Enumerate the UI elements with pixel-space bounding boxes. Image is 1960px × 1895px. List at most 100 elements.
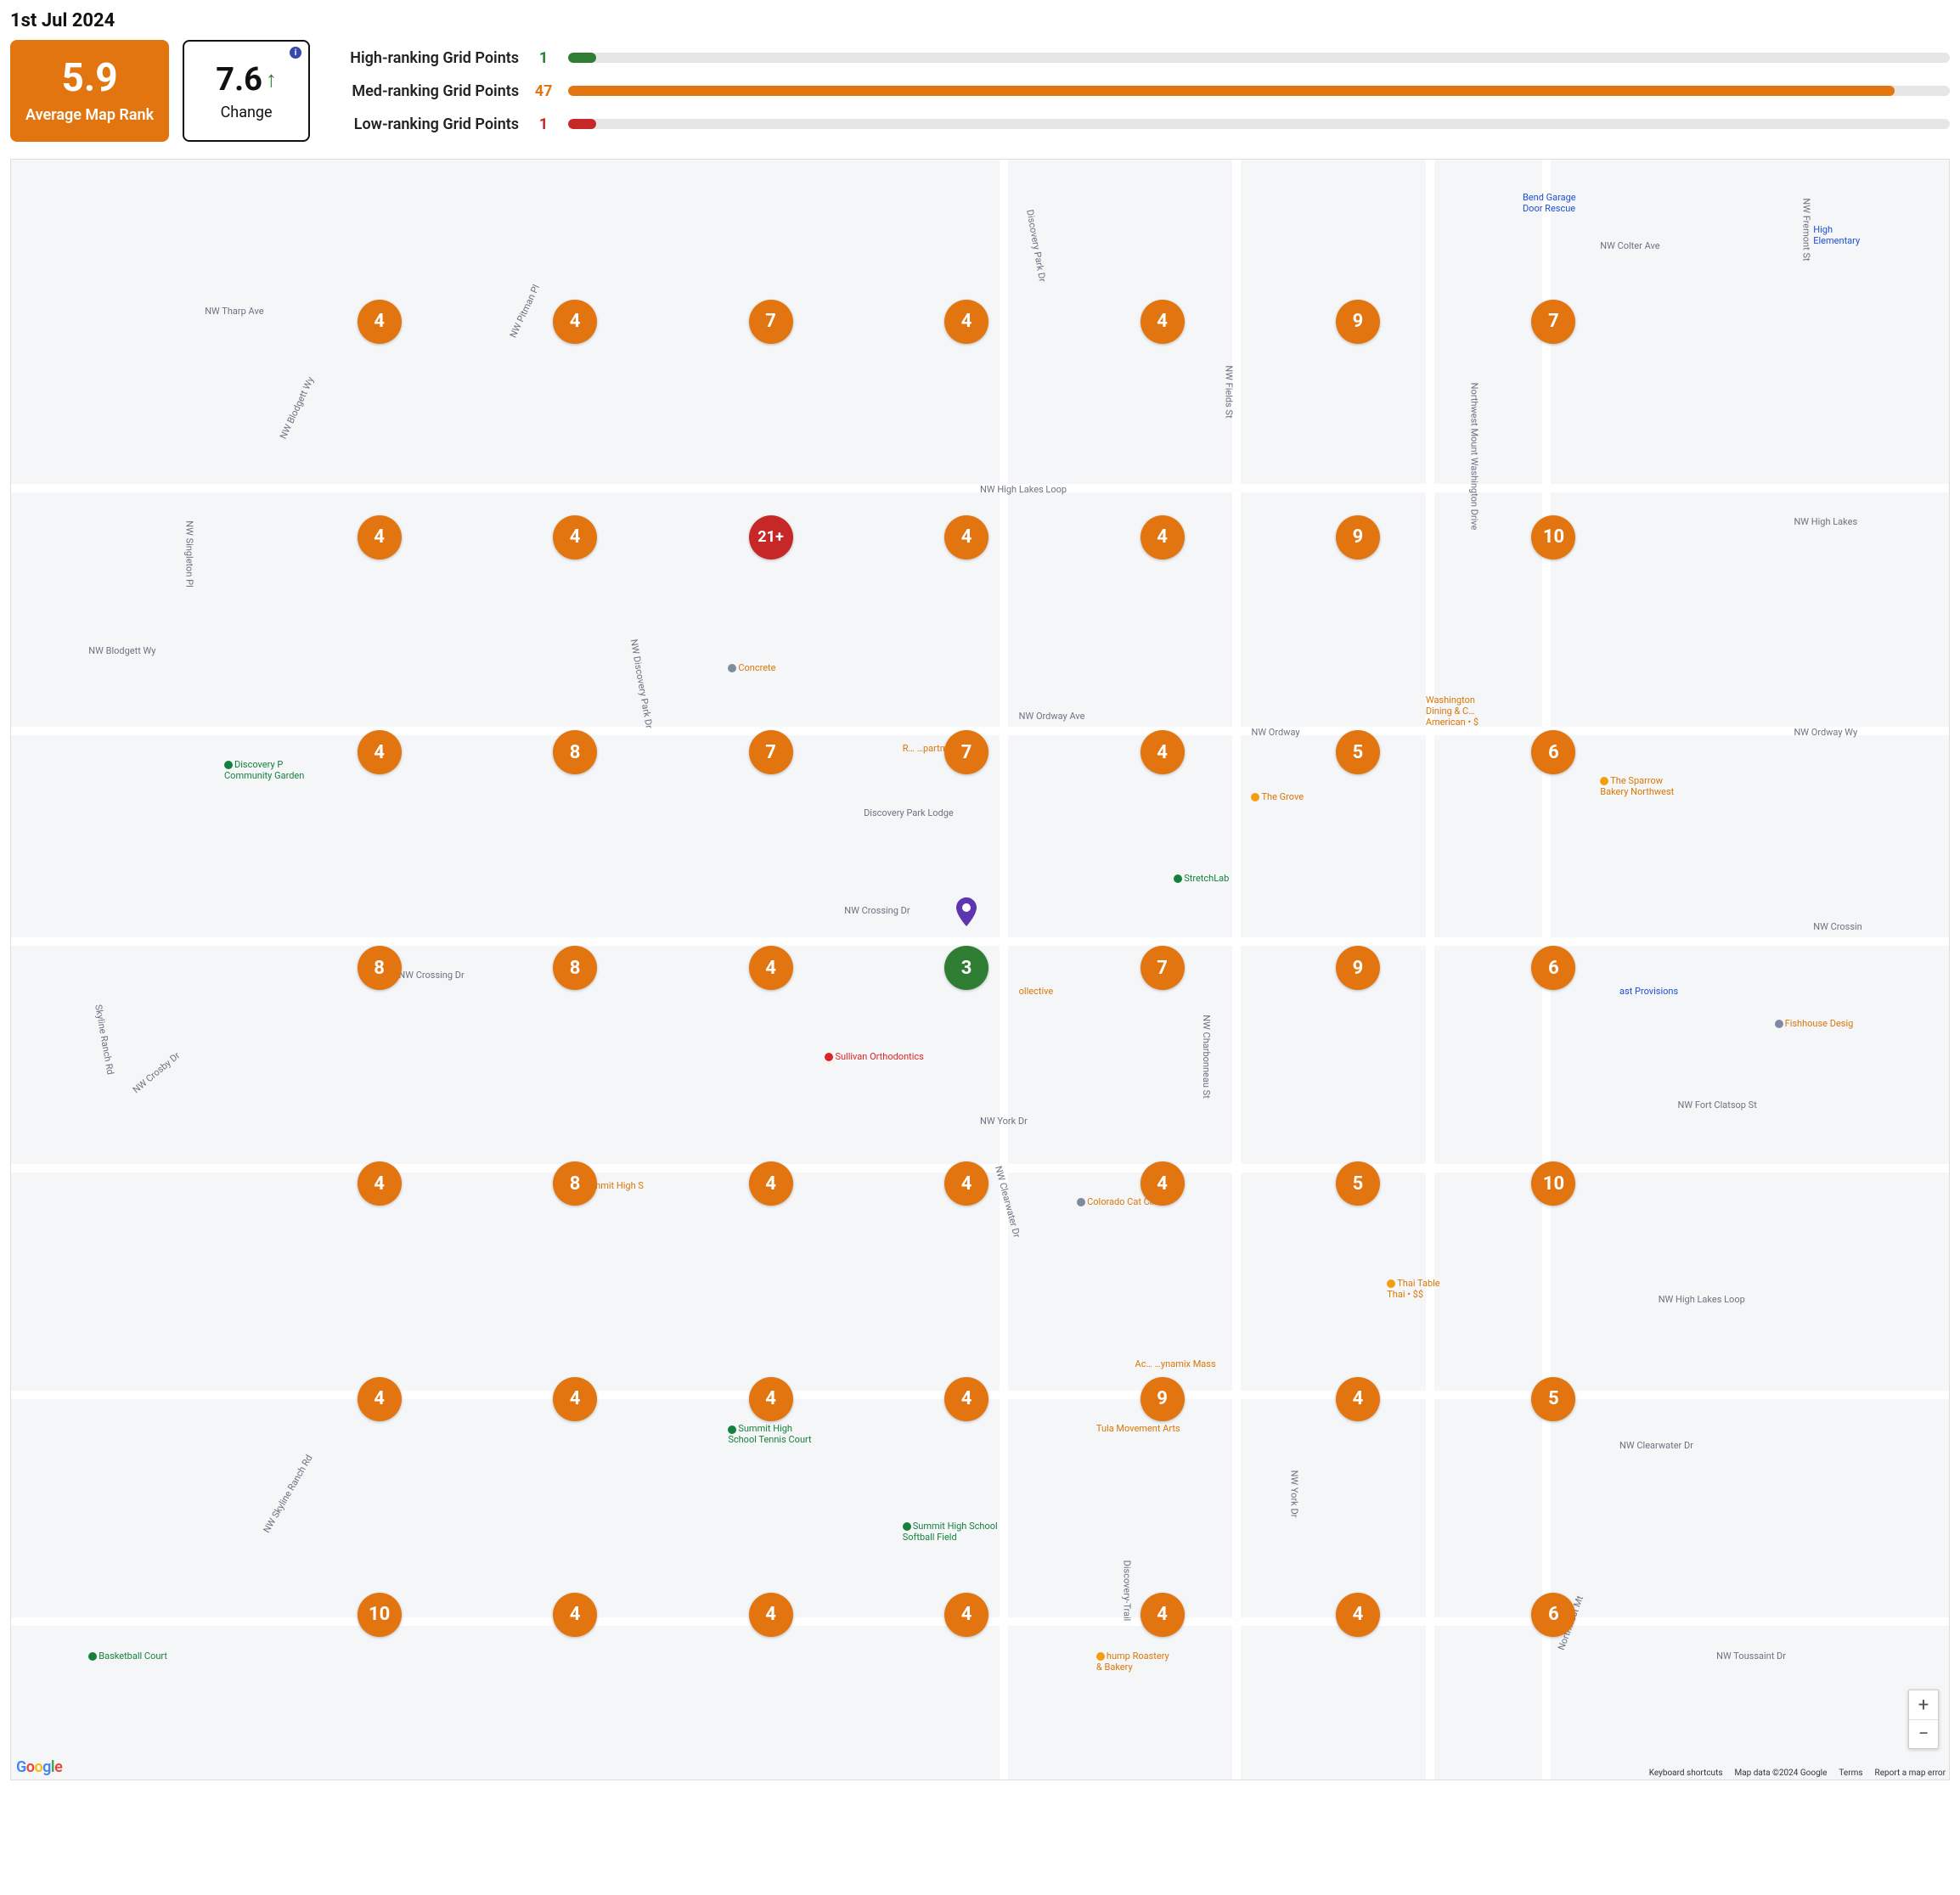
arrow-up-icon: ↑	[266, 69, 277, 91]
grid-point[interactable]: 4	[944, 1161, 988, 1206]
zoom-control: + −	[1908, 1690, 1939, 1749]
bar-row-med: Med-ranking Grid Points 47	[324, 82, 1950, 100]
map-poi[interactable]: Bend Garage Door Rescue	[1523, 192, 1576, 214]
grid-point[interactable]: 4	[944, 300, 988, 344]
grid-point[interactable]: 5	[1336, 1161, 1380, 1206]
grid-point[interactable]: 4	[553, 515, 597, 560]
grid-point[interactable]: 4	[1141, 515, 1185, 560]
road-label: NW High Lakes	[1794, 516, 1857, 527]
map-poi[interactable]: StretchLab	[1174, 873, 1229, 884]
map-poi[interactable]: The Grove	[1251, 791, 1304, 802]
grid-point[interactable]: 7	[749, 300, 793, 344]
grid-point[interactable]: 8	[553, 1161, 597, 1206]
map-poi[interactable]: mmit High S	[593, 1180, 644, 1191]
zoom-in-button[interactable]: +	[1909, 1690, 1938, 1719]
grid-point[interactable]: 7	[749, 730, 793, 774]
grid-point[interactable]: 10	[358, 1593, 402, 1637]
center-pin-icon[interactable]	[956, 897, 977, 926]
grid-point[interactable]: 8	[553, 730, 597, 774]
zoom-out-button[interactable]: −	[1909, 1719, 1938, 1748]
avg-rank-card: 5.9 Average Map Rank	[10, 40, 169, 142]
grid-point[interactable]: 4	[358, 300, 402, 344]
grid-point[interactable]: 4	[1141, 1161, 1185, 1206]
grid-point[interactable]: 4	[749, 1377, 793, 1421]
grid-point[interactable]: 4	[358, 1377, 402, 1421]
grid-point[interactable]: 4	[944, 1593, 988, 1637]
map-poi[interactable]: Summit High School Tennis Court	[728, 1423, 811, 1445]
map-poi[interactable]: High Elementary	[1813, 224, 1860, 246]
grid-point[interactable]: 9	[1336, 300, 1380, 344]
road-label: NW Clearwater Dr	[1619, 1440, 1693, 1451]
road-label: NW Skyline Ranch Rd	[261, 1453, 314, 1535]
grid-point[interactable]: 6	[1531, 946, 1575, 990]
road-label: NW Singleton Pl	[184, 520, 195, 587]
map-poi[interactable]: Basketball Court	[88, 1650, 167, 1662]
attrib-link[interactable]: Terms	[1839, 1768, 1862, 1778]
grid-point[interactable]: 9	[1141, 1377, 1185, 1421]
attrib-link[interactable]: Map data ©2024 Google	[1735, 1768, 1828, 1778]
map-poi[interactable]: hump Roastery & Bakery	[1096, 1650, 1169, 1673]
road-label: NW Fields St	[1224, 365, 1235, 418]
map-poi[interactable]: Fishhouse Desig	[1775, 1018, 1854, 1029]
map-poi[interactable]: The Sparrow Bakery Northwest	[1600, 775, 1674, 797]
grid-point[interactable]: 10	[1531, 515, 1575, 560]
map-poi[interactable]: Concrete	[728, 662, 775, 673]
grid-point[interactable]: 5	[1531, 1377, 1575, 1421]
grid-point[interactable]: 4	[944, 1377, 988, 1421]
road-label: NW Crosby Dr	[131, 1049, 182, 1095]
map-container[interactable]: NW Tharp AveNW Pitman PlNW Blodgett WyNW…	[10, 159, 1950, 1780]
bar-label: Med-ranking Grid Points	[324, 82, 519, 100]
grid-point[interactable]: 9	[1336, 515, 1380, 560]
attrib-link[interactable]: Keyboard shortcuts	[1649, 1768, 1723, 1778]
road-label: Northwest Mount Washington Drive	[1469, 383, 1480, 531]
map-poi[interactable]: ollective	[1019, 986, 1054, 997]
grid-point[interactable]: 4	[749, 1593, 793, 1637]
bar-value: 47	[531, 82, 556, 100]
grid-point[interactable]: 10	[1531, 1161, 1575, 1206]
report-date: 1st Jul 2024	[10, 10, 1950, 31]
map-poi[interactable]: Sullivan Orthodontics	[825, 1051, 923, 1062]
grid-point[interactable]: 21+	[749, 515, 793, 560]
grid-point[interactable]: 4	[358, 730, 402, 774]
grid-point[interactable]: 7	[1531, 300, 1575, 344]
grid-point[interactable]: 4	[749, 946, 793, 990]
map-poi[interactable]: Discovery P Community Garden	[224, 759, 304, 781]
map-poi[interactable]: ast Provisions	[1619, 986, 1678, 997]
road-label: NW York Dr	[1289, 1470, 1300, 1517]
map-poi[interactable]: Washington Dining & C… American • $	[1426, 694, 1478, 728]
road-label: NW Fort Clatsop St	[1678, 1099, 1757, 1111]
road-label: NW High Lakes Loop	[980, 484, 1067, 495]
ranking-bars: High-ranking Grid Points1Med-ranking Gri…	[324, 40, 1950, 142]
grid-point[interactable]: 7	[944, 730, 988, 774]
grid-point[interactable]: 4	[1141, 730, 1185, 774]
road-label: NW Charbonneau St	[1201, 1015, 1212, 1099]
grid-point[interactable]: 4	[553, 300, 597, 344]
grid-point[interactable]: 4	[1336, 1377, 1380, 1421]
grid-point[interactable]: 7	[1141, 946, 1185, 990]
grid-point[interactable]: 3	[944, 946, 988, 990]
map-poi[interactable]: Tula Movement Arts	[1096, 1423, 1180, 1434]
grid-point[interactable]: 4	[1141, 1593, 1185, 1637]
grid-point[interactable]: 8	[553, 946, 597, 990]
road-label: NW Discovery Park Dr	[628, 638, 655, 729]
grid-point[interactable]: 8	[358, 946, 402, 990]
grid-point[interactable]: 4	[358, 515, 402, 560]
grid-point[interactable]: 4	[1141, 300, 1185, 344]
attrib-link[interactable]: Report a map error	[1875, 1768, 1946, 1778]
grid-point[interactable]: 6	[1531, 730, 1575, 774]
bar-track	[568, 86, 1950, 96]
grid-point[interactable]: 6	[1531, 1593, 1575, 1637]
map-poi[interactable]: Thai Table Thai • $$	[1387, 1278, 1439, 1300]
info-icon[interactable]: i	[290, 47, 301, 59]
grid-point[interactable]: 4	[553, 1377, 597, 1421]
grid-point[interactable]: 4	[1336, 1593, 1380, 1637]
map-poi[interactable]: Ac… …ynamix Mass	[1135, 1358, 1216, 1369]
grid-point[interactable]: 4	[553, 1593, 597, 1637]
grid-point[interactable]: 4	[749, 1161, 793, 1206]
grid-point[interactable]: 4	[944, 515, 988, 560]
grid-point[interactable]: 9	[1336, 946, 1380, 990]
map-poi[interactable]: Summit High School Softball Field	[903, 1521, 998, 1543]
grid-point[interactable]: 4	[358, 1161, 402, 1206]
map-attribution[interactable]: Keyboard shortcuts Map data ©2024 Google T…	[1649, 1768, 1946, 1778]
grid-point[interactable]: 5	[1336, 730, 1380, 774]
